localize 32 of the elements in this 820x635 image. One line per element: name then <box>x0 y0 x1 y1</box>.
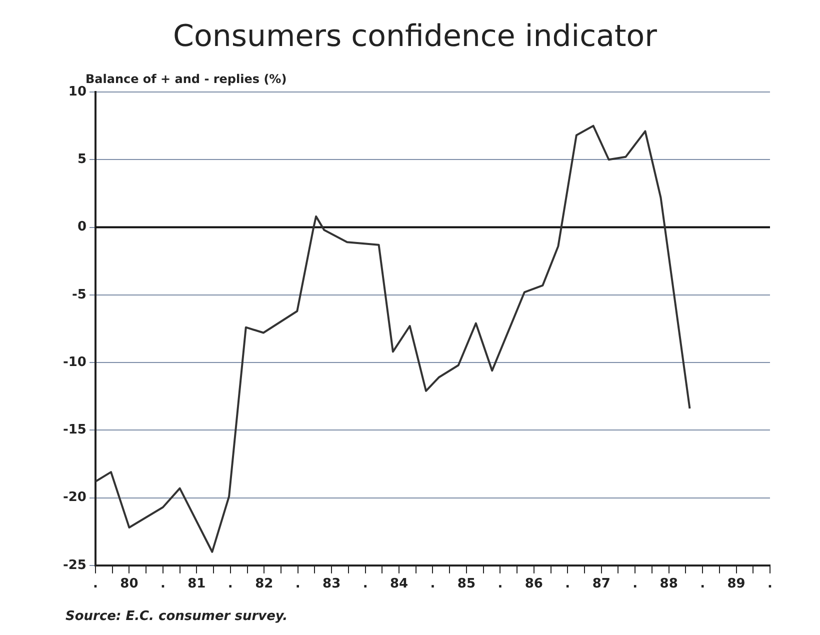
x-tick-label: 86 <box>524 576 543 592</box>
x-tick-label: . <box>160 576 166 592</box>
x-tick-label: . <box>362 576 368 592</box>
x-tick-label: . <box>565 576 570 592</box>
x-tick-label: 82 <box>255 576 274 592</box>
x-tick-label: 89 <box>727 576 746 592</box>
x-tick-label: . <box>768 576 772 592</box>
x-tick-label: . <box>430 576 436 592</box>
x-tick-label: . <box>93 576 98 592</box>
y-tick-label: 5 <box>77 152 86 168</box>
x-tick-label: 81 <box>188 576 206 592</box>
x-tick-label: 83 <box>322 576 341 592</box>
y-axis-title: Balance of + and - replies (%) <box>85 72 287 86</box>
source-note: Source: E.C. consumer survey. <box>65 609 288 624</box>
y-tick-label: -5 <box>72 287 86 302</box>
x-tick-label: . <box>228 576 233 592</box>
x-tick-label: . <box>700 576 706 592</box>
x-tick-label: . <box>632 576 638 592</box>
x-tick-label: . <box>498 576 503 592</box>
chart-title: Consumers confidence indicator <box>173 18 658 54</box>
x-tick-label: . <box>295 576 300 592</box>
x-tick-label: 87 <box>592 576 610 592</box>
x-tick-label: 88 <box>660 576 678 592</box>
y-tick-label: -10 <box>62 354 86 370</box>
x-tick-label: 84 <box>390 576 408 592</box>
y-tick-label: -25 <box>62 558 86 573</box>
y-tick-label: 0 <box>77 220 86 235</box>
y-tick-label: -20 <box>62 490 86 506</box>
x-tick-label: 80 <box>120 576 138 592</box>
x-tick-label: 85 <box>457 576 476 592</box>
y-tick-label: 10 <box>68 84 86 100</box>
y-tick-label: -15 <box>62 422 86 438</box>
